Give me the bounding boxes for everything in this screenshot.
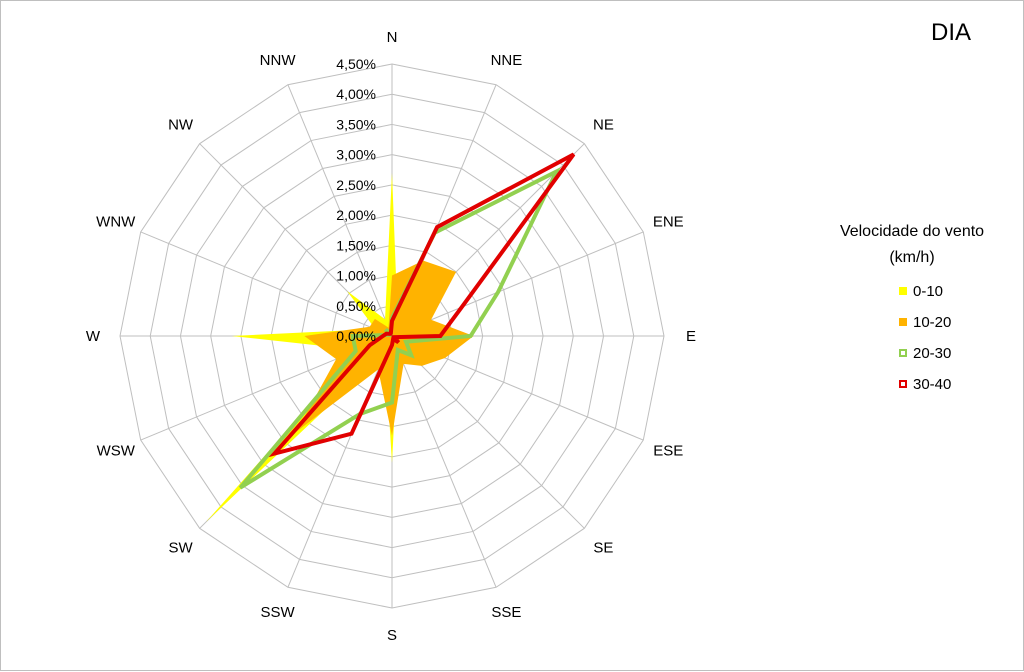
radial-tick-label: 4,00% [336, 86, 376, 102]
radial-tick-label: 0,00% [336, 328, 376, 344]
grid-spoke [391, 335, 585, 529]
legend-swatch-10-20 [899, 318, 907, 326]
legend-title-line2: (km/h) [889, 249, 935, 266]
radar-labels: 0,00% 0,50% 1,00% 1,50% 2,00% 2,50% 3,00% 3,50%… [86, 29, 696, 644]
legend-item-10-20: 10-20 [899, 312, 951, 332]
category-label-SSW: SSW [260, 604, 295, 621]
series-30-40 [268, 152, 576, 458]
grid-spoke [391, 335, 497, 588]
category-label-ESE: ESE [653, 442, 683, 459]
category-label-NE: NE [593, 117, 614, 134]
radial-tick-label: 0,50% [336, 298, 376, 314]
legend: Velocidade do vento (km/h) 0-10 10-20 20… [827, 219, 1017, 393]
category-label-NNW: NNW [260, 52, 297, 69]
legend-title: Velocidade do vento (km/h) [827, 219, 997, 271]
legend-swatch-0-10 [899, 287, 907, 295]
legend-label-10-20: 10-20 [913, 313, 952, 331]
category-label-N: N [387, 29, 398, 46]
legend-label-20-30: 20-30 [913, 344, 952, 362]
radial-tick-label: 1,00% [336, 268, 376, 284]
series-10-20 [295, 260, 474, 436]
category-label-SSE: SSE [491, 604, 521, 621]
legend-label-30-40: 30-40 [913, 375, 952, 393]
category-label-WSW: WSW [97, 442, 136, 459]
category-label-W: W [86, 328, 101, 345]
category-label-WNW: WNW [96, 214, 136, 231]
category-label-SE: SE [593, 539, 613, 556]
legend-item-20-30: 20-30 [899, 343, 951, 363]
category-label-NNE: NNE [491, 52, 523, 69]
legend-item-30-40: 30-40 [899, 374, 951, 394]
legend-title-line1: Velocidade do vento [839, 223, 985, 240]
legend-item-0-10: 0-10 [899, 281, 943, 301]
grid-spoke [287, 84, 393, 337]
grid-spoke [140, 231, 393, 337]
legend-swatch-30-40 [899, 380, 907, 388]
category-label-SW: SW [168, 539, 193, 556]
grid-spoke [287, 335, 393, 588]
category-label-ENE: ENE [653, 214, 684, 231]
category-label-S: S [387, 627, 397, 644]
legend-label-0-10: 0-10 [913, 282, 944, 300]
radial-tick-label: 3,00% [336, 147, 376, 163]
chart-title: DIA [931, 19, 972, 46]
grid-spoke [391, 231, 644, 337]
radial-tick-label: 2,00% [336, 207, 376, 223]
radial-tick-label: 4,50% [336, 56, 376, 72]
legend-swatch-20-30 [899, 349, 907, 357]
radial-tick-label: 1,50% [336, 237, 376, 253]
category-label-NW: NW [168, 117, 194, 134]
radar-series [206, 152, 576, 522]
category-label-E: E [686, 328, 696, 345]
radial-tick-label: 3,50% [336, 116, 376, 132]
radial-tick-label: 2,50% [336, 177, 376, 193]
